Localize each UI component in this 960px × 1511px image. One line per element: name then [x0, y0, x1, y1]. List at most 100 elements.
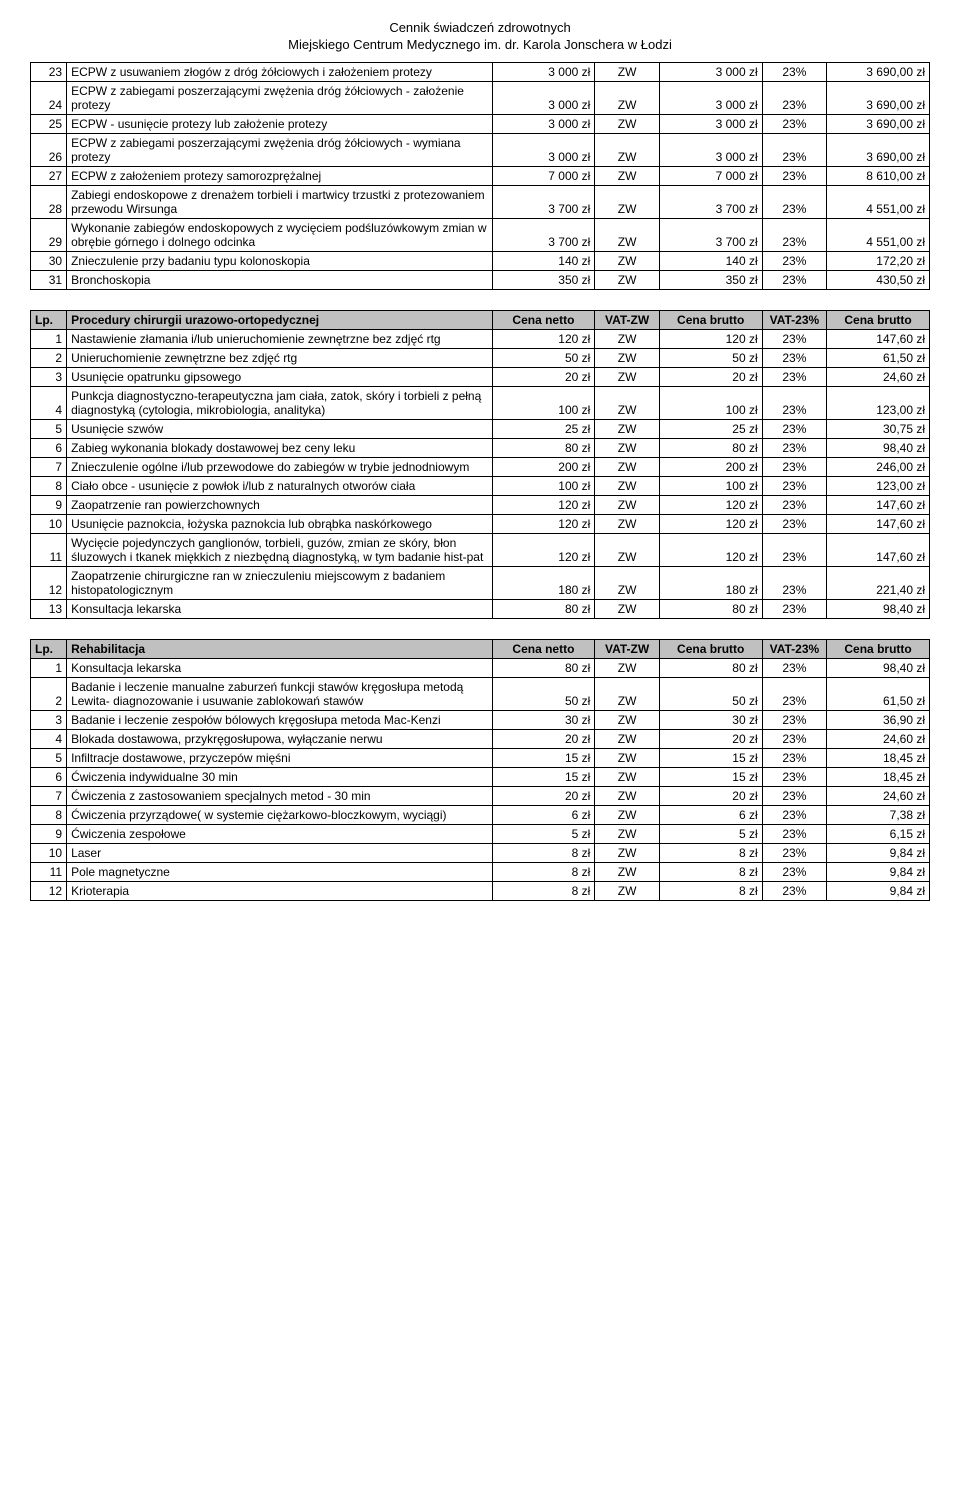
vat-zw: ZW	[595, 600, 660, 619]
row-description: ECPW z zabiegami poszerzającymi zwężenia…	[67, 82, 492, 115]
cena-netto: 8 zł	[492, 882, 595, 901]
price-table-3: Lp.RehabilitacjaCena nettoVAT-ZWCena bru…	[30, 639, 930, 901]
cena-netto: 5 zł	[492, 825, 595, 844]
vat-zw: ZW	[595, 882, 660, 901]
row-description: ECPW z zabiegami poszerzającymi zwężenia…	[67, 134, 492, 167]
vat-zw: ZW	[595, 252, 660, 271]
vat-pct: 23%	[762, 477, 827, 496]
cena-brutto-2: 246,00 zł	[827, 458, 930, 477]
vat-pct: 23%	[762, 420, 827, 439]
cena-brutto-2: 147,60 zł	[827, 330, 930, 349]
cena-brutto-2: 430,50 zł	[827, 271, 930, 290]
cena-brutto: 5 zł	[659, 825, 762, 844]
row-number: 28	[31, 186, 67, 219]
table-row: 23ECPW z usuwaniem złogów z dróg żółciow…	[31, 63, 930, 82]
cena-brutto: 120 zł	[659, 534, 762, 567]
cena-brutto: 8 zł	[659, 844, 762, 863]
col-cena-brutto: Cena brutto	[659, 640, 762, 659]
cena-brutto: 3 000 zł	[659, 63, 762, 82]
table-row: 11Pole magnetyczne8 złZW8 zł23%9,84 zł	[31, 863, 930, 882]
cena-brutto: 3 700 zł	[659, 186, 762, 219]
cena-brutto-2: 3 690,00 zł	[827, 82, 930, 115]
cena-netto: 120 zł	[492, 534, 595, 567]
vat-pct: 23%	[762, 768, 827, 787]
cena-netto: 180 zł	[492, 567, 595, 600]
row-number: 10	[31, 515, 67, 534]
row-number: 30	[31, 252, 67, 271]
row-description: Infiltracje dostawowe, przyczepów mięśni	[67, 749, 492, 768]
table-row: 4Punkcja diagnostyczno-terapeutyczna jam…	[31, 387, 930, 420]
vat-pct: 23%	[762, 134, 827, 167]
cena-brutto-2: 24,60 zł	[827, 730, 930, 749]
cena-netto: 3 700 zł	[492, 186, 595, 219]
vat-pct: 23%	[762, 496, 827, 515]
table-row: 5Infiltracje dostawowe, przyczepów mięśn…	[31, 749, 930, 768]
cena-brutto: 25 zł	[659, 420, 762, 439]
cena-brutto: 180 zł	[659, 567, 762, 600]
row-description: Zabiegi endoskopowe z drenażem torbieli …	[67, 186, 492, 219]
cena-brutto-2: 61,50 zł	[827, 678, 930, 711]
cena-brutto-2: 9,84 zł	[827, 863, 930, 882]
page-title: Cennik świadczeń zdrowotnych	[30, 20, 930, 35]
col-cena-netto: Cena netto	[492, 640, 595, 659]
vat-pct: 23%	[762, 730, 827, 749]
table-row: 6Zabieg wykonania blokady dostawowej bez…	[31, 439, 930, 458]
vat-zw: ZW	[595, 349, 660, 368]
row-number: 29	[31, 219, 67, 252]
vat-zw: ZW	[595, 768, 660, 787]
row-description: Laser	[67, 844, 492, 863]
cena-brutto-2: 9,84 zł	[827, 844, 930, 863]
vat-zw: ZW	[595, 730, 660, 749]
table-row: 31Bronchoskopia350 złZW350 zł23%430,50 z…	[31, 271, 930, 290]
row-number: 6	[31, 439, 67, 458]
section-header-row: Lp.Procedury chirurgii urazowo-ortopedyc…	[31, 311, 930, 330]
cena-netto: 120 zł	[492, 515, 595, 534]
row-description: Wycięcie pojedynczych ganglionów, torbie…	[67, 534, 492, 567]
table-row: 8Ćwiczenia przyrządowe( w systemie cięża…	[31, 806, 930, 825]
vat-pct: 23%	[762, 749, 827, 768]
row-description: ECPW z założeniem protezy samorozprężaln…	[67, 167, 492, 186]
row-number: 12	[31, 567, 67, 600]
row-number: 5	[31, 749, 67, 768]
section-header-row: Lp.RehabilitacjaCena nettoVAT-ZWCena bru…	[31, 640, 930, 659]
vat-zw: ZW	[595, 368, 660, 387]
row-number: 8	[31, 806, 67, 825]
vat-zw: ZW	[595, 134, 660, 167]
page-subtitle: Miejskiego Centrum Medycznego im. dr. Ka…	[30, 37, 930, 52]
vat-pct: 23%	[762, 567, 827, 600]
cena-brutto: 3 000 zł	[659, 82, 762, 115]
row-number: 3	[31, 711, 67, 730]
cena-brutto: 3 000 zł	[659, 134, 762, 167]
cena-brutto: 20 zł	[659, 787, 762, 806]
row-description: Punkcja diagnostyczno-terapeutyczna jam …	[67, 387, 492, 420]
table-row: 29Wykonanie zabiegów endoskopowych z wyc…	[31, 219, 930, 252]
vat-zw: ZW	[595, 439, 660, 458]
vat-zw: ZW	[595, 458, 660, 477]
cena-netto: 140 zł	[492, 252, 595, 271]
cena-brutto-2: 172,20 zł	[827, 252, 930, 271]
cena-netto: 100 zł	[492, 477, 595, 496]
vat-zw: ZW	[595, 806, 660, 825]
vat-zw: ZW	[595, 534, 660, 567]
vat-zw: ZW	[595, 749, 660, 768]
col-cena-brutto: Cena brutto	[659, 311, 762, 330]
cena-brutto-2: 123,00 zł	[827, 477, 930, 496]
col-cena-brutto-2: Cena brutto	[827, 640, 930, 659]
vat-pct: 23%	[762, 515, 827, 534]
cena-brutto-2: 9,84 zł	[827, 882, 930, 901]
row-number: 27	[31, 167, 67, 186]
cena-brutto-2: 24,60 zł	[827, 787, 930, 806]
cena-brutto-2: 18,45 zł	[827, 749, 930, 768]
cena-netto: 15 zł	[492, 749, 595, 768]
row-number: 4	[31, 387, 67, 420]
cena-netto: 3 000 zł	[492, 63, 595, 82]
vat-pct: 23%	[762, 219, 827, 252]
row-description: Nastawienie złamania i/lub unieruchomien…	[67, 330, 492, 349]
cena-netto: 15 zł	[492, 768, 595, 787]
table-row: 7Ćwiczenia z zastosowaniem specjalnych m…	[31, 787, 930, 806]
cena-brutto: 7 000 zł	[659, 167, 762, 186]
cena-brutto: 100 zł	[659, 387, 762, 420]
cena-netto: 7 000 zł	[492, 167, 595, 186]
vat-pct: 23%	[762, 387, 827, 420]
cena-brutto: 3 700 zł	[659, 219, 762, 252]
